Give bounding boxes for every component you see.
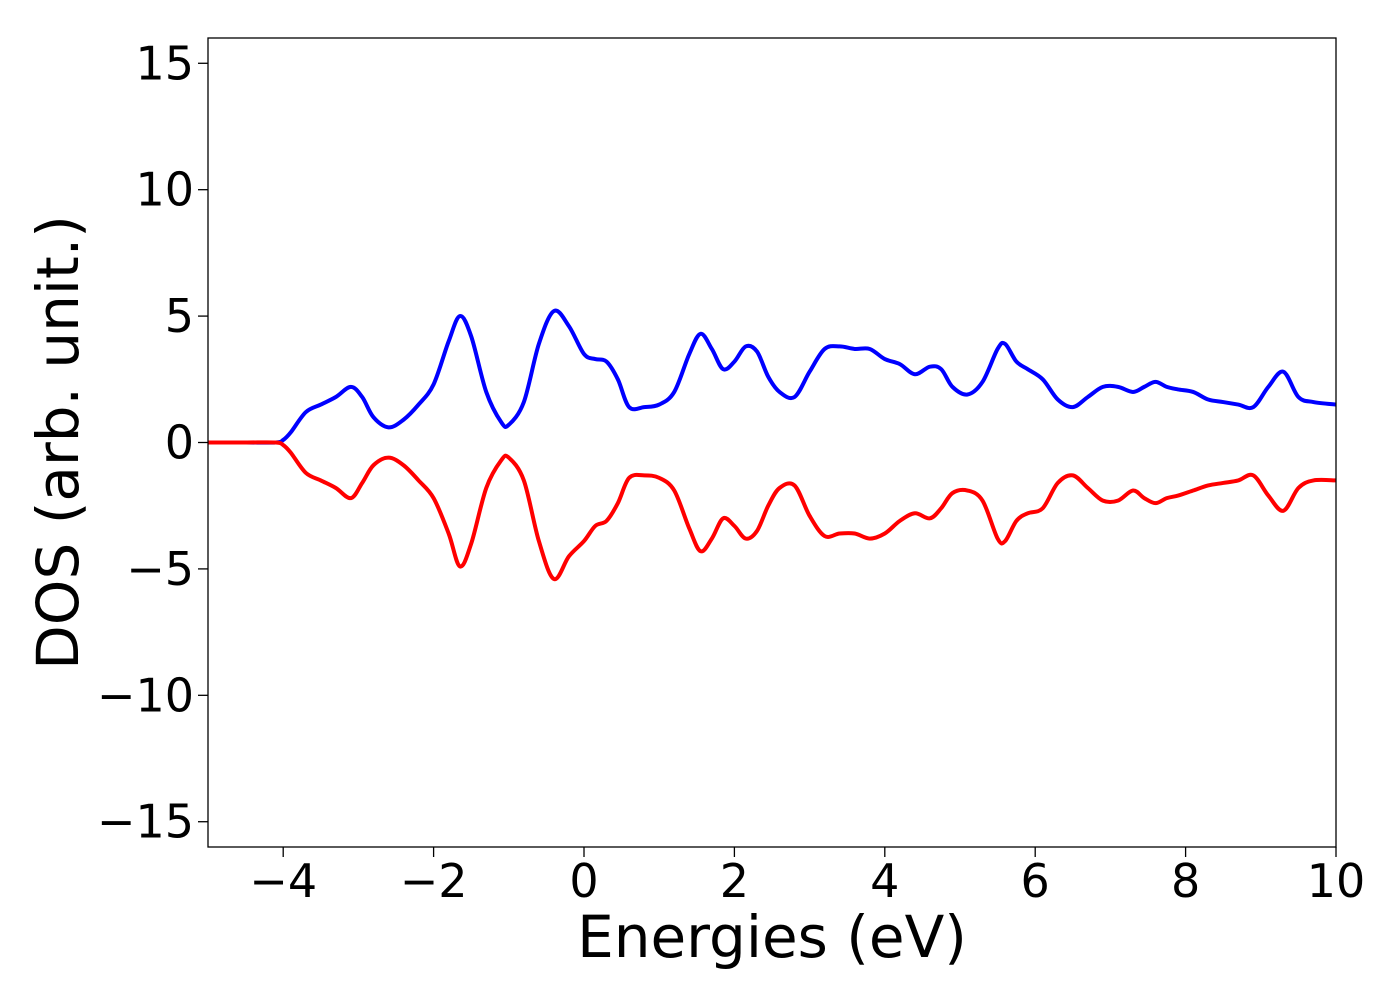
x-tick-label: −2	[400, 854, 468, 908]
x-tick-label: 4	[870, 854, 899, 908]
plot-frame	[207, 37, 1337, 848]
y-tick-label: 15	[135, 36, 194, 90]
y-tick-label: −15	[97, 795, 194, 849]
x-tick-label: 6	[1021, 854, 1050, 908]
series-layer	[208, 308, 1336, 582]
axes-layer: −4 −2 0 2 4 6 8 10 15 10 5 0 −5 −10 −15	[97, 36, 1365, 908]
x-tick-label: 8	[1171, 854, 1200, 908]
y-tick-label: 5	[165, 289, 194, 343]
y-axis-title: DOS (arb. unit.)	[24, 215, 92, 670]
x-tick-label: −4	[249, 854, 317, 908]
y-tick-label: 0	[165, 416, 194, 470]
series-line-red	[208, 440, 1336, 582]
x-tick-label: 2	[720, 854, 749, 908]
x-tick-label: 10	[1307, 854, 1366, 908]
y-tick-label: 10	[135, 163, 194, 217]
y-tick-label: −5	[126, 542, 194, 596]
x-tick-label: 0	[569, 854, 598, 908]
y-tick-label: −10	[97, 668, 194, 722]
series-line-blue	[208, 308, 1336, 445]
x-axis-title: Energies (eV)	[577, 903, 967, 971]
